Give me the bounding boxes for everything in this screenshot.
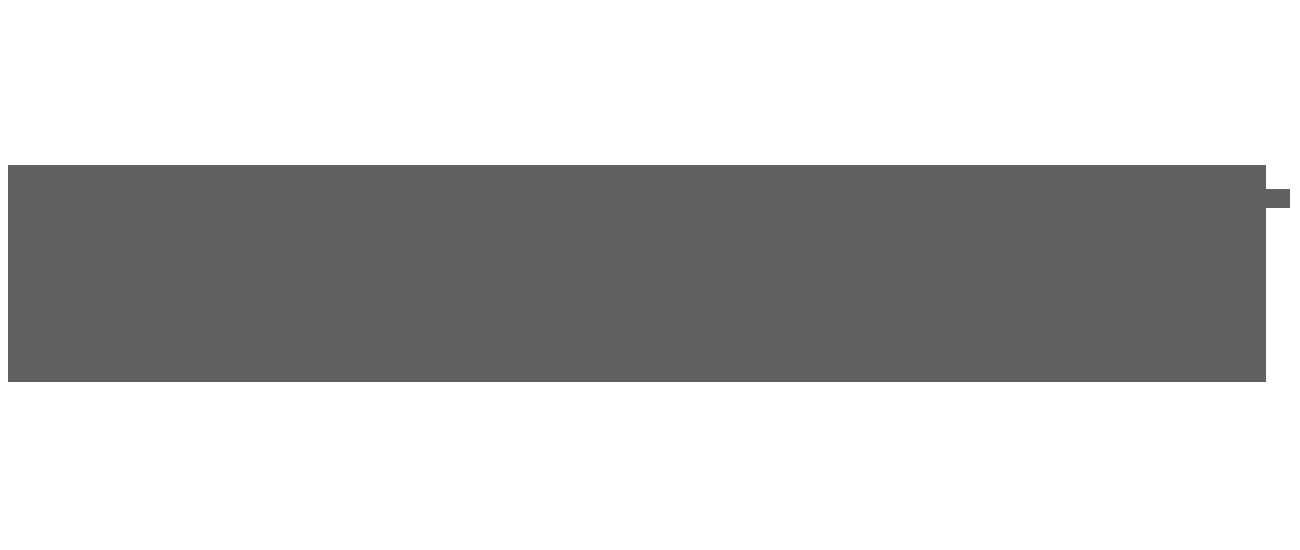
gray-placeholder-panel[interactable] <box>8 165 1266 382</box>
panel-side-tab[interactable] <box>1266 189 1290 208</box>
panel-side-tab-label <box>1266 189 1290 208</box>
panel-content-text <box>8 165 1266 382</box>
panel-group <box>8 165 1290 382</box>
